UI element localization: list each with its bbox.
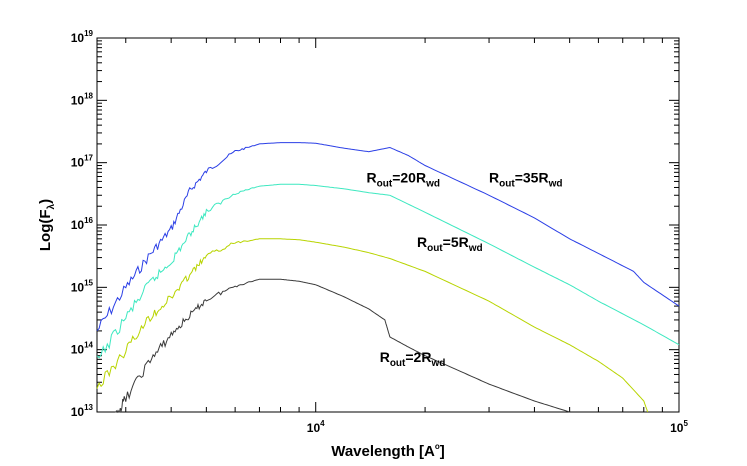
y-tick-label: 1013 [71, 403, 94, 419]
tick-labels: 104 105 1013 1014 1015 1016 1017 1018 1019 [71, 29, 689, 435]
series-2 [96, 238, 649, 413]
series-1 [96, 183, 680, 359]
series-group [96, 142, 680, 413]
y-tick-label: 1014 [71, 341, 94, 357]
x-axis-title: Wavelength [Ao] [331, 442, 445, 460]
series-line [96, 142, 680, 332]
series-label-3: Rout=2Rwd [380, 349, 446, 369]
y-tick-label: 1016 [71, 216, 94, 232]
y-tick-label: 1018 [71, 91, 94, 107]
series-label-0: Rout=35Rwd [489, 170, 562, 190]
series-label-2: Rout=5Rwd [417, 234, 483, 254]
series-label-1: Rout=20Rwd [367, 170, 440, 190]
series-line [96, 238, 649, 413]
y-tick-label: 1019 [71, 29, 94, 45]
y-axis-title: Log(Fλ) [37, 199, 57, 251]
series-0 [96, 142, 680, 332]
x-tick-label: 105 [670, 419, 688, 435]
series-line [96, 183, 680, 359]
y-tick-label: 1017 [71, 154, 94, 170]
series-line [114, 278, 570, 413]
axis-ticks [97, 38, 679, 413]
x-tick-label: 104 [307, 419, 325, 435]
y-tick-label: 1015 [71, 278, 94, 294]
series-3 [114, 278, 570, 413]
series-annotations: Rout=35Rwd Rout=20Rwd Rout=5Rwd Rout=2Rwd [367, 170, 563, 370]
